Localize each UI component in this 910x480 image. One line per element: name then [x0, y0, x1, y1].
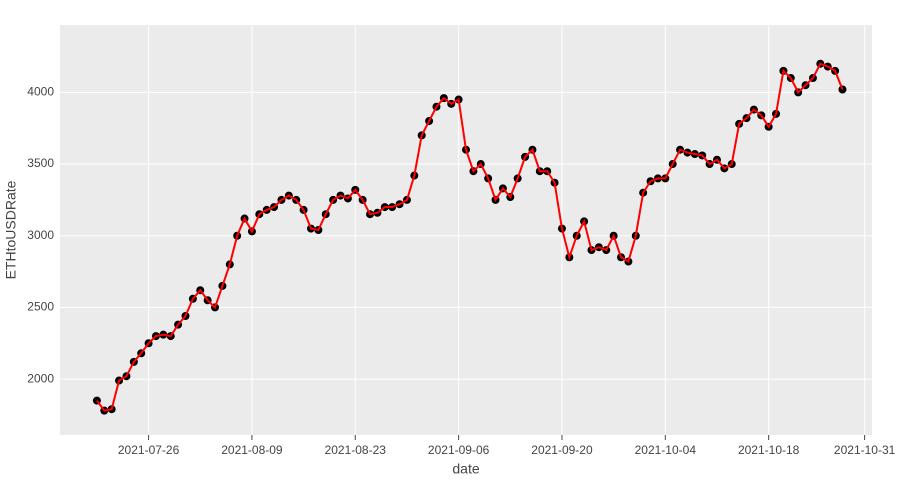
- y-tick-label: 2500: [27, 300, 54, 314]
- y-tick-label: 2000: [27, 371, 54, 385]
- y-tick-label: 3000: [27, 228, 54, 242]
- x-axis-title: date: [452, 461, 479, 477]
- x-tick-label: 2021-10-18: [738, 443, 800, 457]
- plot-area: [60, 25, 872, 435]
- x-tick-label: 2021-09-06: [428, 443, 490, 457]
- x-tick-label: 2021-07-26: [118, 443, 180, 457]
- x-tick-label: 2021-10-31: [834, 443, 896, 457]
- x-tick-label: 2021-08-09: [221, 443, 283, 457]
- x-tick-label: 2021-10-04: [635, 443, 697, 457]
- y-axis-title: ETHtoUSDRate: [3, 180, 19, 279]
- y-tick-label: 3500: [27, 156, 54, 170]
- marker: [838, 85, 847, 94]
- y-tick-label: 4000: [27, 85, 54, 99]
- x-tick-label: 2021-09-20: [531, 443, 593, 457]
- line: [96, 62, 844, 412]
- x-tick-label: 2021-08-23: [325, 443, 387, 457]
